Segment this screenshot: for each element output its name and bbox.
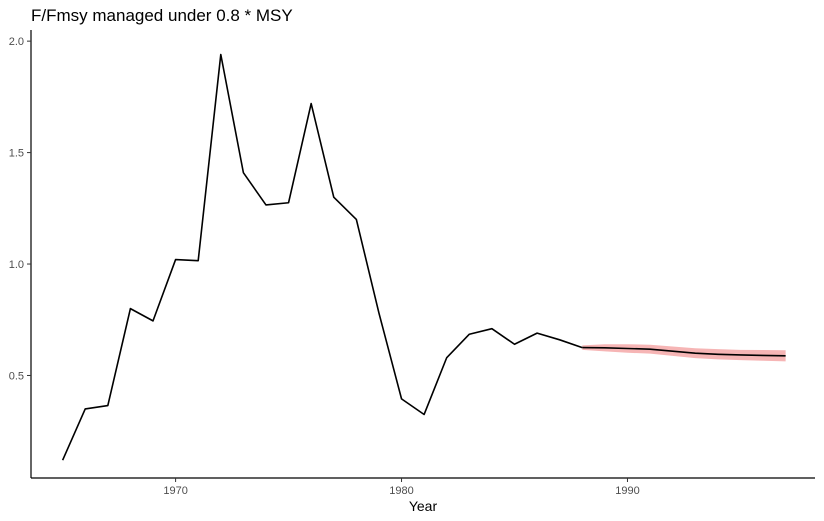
x-tick-label: 1990 bbox=[615, 485, 639, 497]
y-tick-label: 2.0 bbox=[9, 36, 24, 48]
data-point bbox=[219, 53, 222, 56]
data-point bbox=[536, 332, 539, 335]
data-point bbox=[264, 203, 267, 206]
x-tick-label: 1980 bbox=[389, 485, 413, 497]
data-point bbox=[716, 353, 719, 356]
data-point bbox=[603, 346, 606, 349]
data-point bbox=[784, 354, 787, 357]
data-point bbox=[671, 350, 674, 353]
data-point bbox=[106, 404, 109, 407]
y-tick-label: 0.5 bbox=[9, 370, 24, 382]
data-point bbox=[152, 319, 155, 322]
data-point bbox=[581, 346, 584, 349]
data-point bbox=[400, 397, 403, 400]
data-point bbox=[649, 348, 652, 351]
data-point bbox=[174, 258, 177, 261]
data-point bbox=[423, 413, 426, 416]
data-point bbox=[558, 338, 561, 341]
data-point bbox=[197, 259, 200, 262]
data-point bbox=[762, 354, 765, 357]
data-point bbox=[490, 327, 493, 330]
data-point bbox=[287, 201, 290, 204]
data-point bbox=[355, 218, 358, 221]
chart-title: F/Fmsy managed under 0.8 * MSY bbox=[31, 6, 293, 25]
data-point bbox=[84, 407, 87, 410]
data-point bbox=[694, 352, 697, 355]
series-2-line bbox=[582, 346, 786, 357]
data-point bbox=[513, 343, 516, 346]
data-point bbox=[626, 347, 629, 350]
data-point bbox=[310, 102, 313, 105]
data-point bbox=[468, 333, 471, 336]
axes: 0.5 1.0 1.5 2.0 1970 1980 1990 bbox=[9, 30, 815, 497]
x-tick-label: 1970 bbox=[163, 485, 187, 497]
y-tick-label: 1.0 bbox=[9, 259, 24, 271]
data-point bbox=[739, 353, 742, 356]
series-1-line bbox=[61, 53, 583, 461]
data-point bbox=[332, 196, 335, 199]
data-point bbox=[377, 312, 380, 315]
data-point bbox=[242, 171, 245, 174]
plot-area bbox=[61, 53, 787, 462]
data-point bbox=[61, 459, 64, 462]
data-point bbox=[445, 356, 448, 359]
y-tick-label: 1.5 bbox=[9, 148, 24, 160]
data-point bbox=[129, 307, 132, 310]
x-axis-title: Year bbox=[409, 498, 438, 514]
